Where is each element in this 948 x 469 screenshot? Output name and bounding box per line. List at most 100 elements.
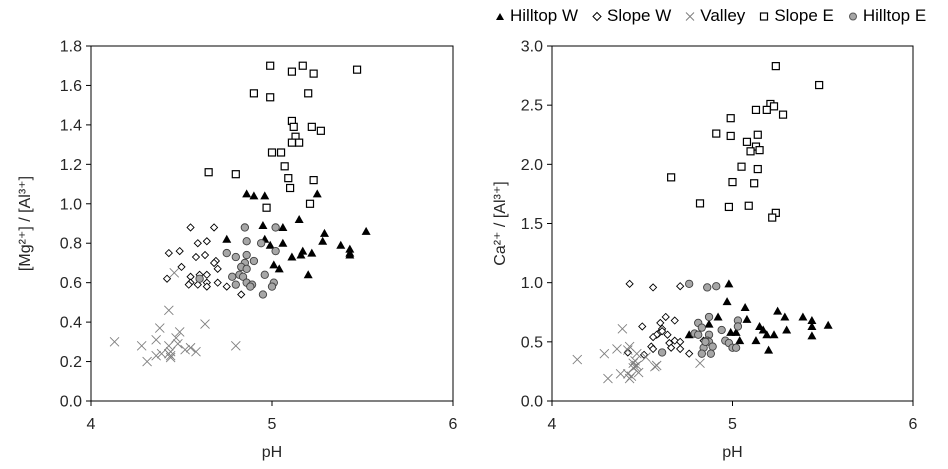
data-point-square: [280, 162, 289, 171]
data-point-diamond: [193, 239, 202, 248]
x-tick-label: 5: [268, 416, 277, 433]
data-point-triangle: [312, 189, 322, 198]
chart-legend: Hilltop W Slope W Valley Slope E Hilltop…: [494, 6, 939, 26]
data-point-circle: [238, 272, 248, 281]
data-point-circle: [694, 330, 703, 339]
y-tick-label: 0.8: [60, 236, 82, 253]
data-point-triangle: [249, 191, 259, 200]
data-point-cross: [695, 358, 705, 368]
data-point-triangle: [758, 325, 768, 334]
data-point-circle: [242, 237, 251, 246]
data-point-triangle: [274, 264, 284, 273]
data-point-diamond: [656, 318, 665, 328]
data-point-triangle: [296, 250, 306, 259]
data-point-diamond: [676, 344, 685, 354]
square-open-icon: [760, 12, 769, 21]
data-point-square: [815, 80, 824, 90]
data-point-diamond: [175, 246, 184, 256]
data-point-square: [289, 122, 298, 131]
data-point-cross: [633, 367, 644, 378]
data-point-diamond: [657, 327, 667, 336]
data-point-square: [728, 177, 737, 187]
data-point-square: [667, 173, 676, 182]
data-point-cross: [151, 350, 161, 361]
data-point-triangle: [722, 297, 732, 306]
data-point-circle: [231, 252, 240, 262]
data-point-triangle: [713, 312, 723, 321]
data-point-circle: [231, 280, 240, 289]
data-point-diamond: [237, 290, 246, 299]
data-point-circle: [258, 290, 268, 299]
data-point-cross: [615, 368, 626, 379]
data-point-square: [298, 61, 307, 70]
y-tick-label: 1.6: [60, 78, 82, 95]
data-point-square: [295, 138, 304, 147]
data-point-square: [287, 67, 297, 76]
data-point-triangle: [260, 191, 270, 200]
data-point-triangle: [807, 316, 817, 325]
data-point-triangle: [265, 240, 275, 249]
y-tick-label: 0.6: [60, 275, 82, 292]
legend-label: Slope E: [774, 6, 834, 25]
data-point-cross: [599, 348, 610, 359]
data-point-square: [266, 61, 275, 70]
data-point-triangle: [782, 325, 792, 334]
y-tick-label: 0.2: [60, 354, 82, 371]
data-point-triangle: [751, 336, 761, 345]
data-point-diamond: [685, 349, 694, 358]
data-point-square: [753, 130, 762, 139]
data-point-circle: [222, 248, 231, 258]
data-point-circle: [703, 283, 712, 292]
data-point-square: [742, 137, 752, 146]
data-point-square: [305, 199, 315, 208]
data-point-diamond: [625, 279, 634, 288]
data-point-square: [307, 122, 316, 131]
data-point-square: [287, 138, 297, 147]
data-point-cross: [136, 340, 147, 351]
data-point-circle: [240, 223, 250, 232]
data-point-square: [737, 162, 746, 171]
y-tick-label: 1.4: [60, 117, 82, 134]
data-point-cross: [650, 361, 660, 372]
series-slope-e: [667, 62, 824, 222]
data-point-diamond: [638, 322, 647, 331]
data-point-circle: [246, 282, 255, 291]
data-point-cross: [230, 340, 241, 351]
series-slope-e: [204, 61, 362, 212]
data-point-triangle: [769, 330, 779, 339]
data-point-circle: [697, 323, 706, 332]
y-axis-label: Ca²⁺ / [Al³⁺]: [492, 181, 509, 265]
data-point-square: [284, 174, 293, 183]
data-point-cross: [109, 337, 120, 347]
y-tick-label: 1.0: [60, 196, 82, 213]
data-point-circle: [242, 250, 251, 260]
x-axis-label: pH: [262, 444, 282, 461]
data-point-cross: [164, 305, 174, 316]
data-point-diamond: [648, 344, 658, 354]
data-point-triangle: [780, 312, 790, 321]
x-tick-label: 5: [728, 416, 737, 433]
data-point-cross: [164, 340, 174, 351]
data-point-square: [267, 148, 277, 157]
legend-item-hilltop-e: Hilltop E: [847, 6, 926, 26]
data-point-square: [750, 179, 759, 188]
data-point-triangle: [731, 327, 741, 336]
data-point-square: [769, 102, 779, 111]
ca-al-plot: 0.0 0.5 1.0 1.5 2.0 2.5 3.0 4 5 6 pH Ca²⁺ / [Al³⁺]: [492, 39, 918, 462]
data-point-square: [712, 129, 721, 138]
data-point-diamond: [200, 250, 210, 260]
data-point-cross: [572, 354, 583, 365]
data-point-cross: [612, 344, 622, 354]
data-point-cross: [200, 319, 210, 329]
data-point-diamond: [213, 264, 222, 273]
data-point-square: [304, 89, 313, 98]
data-point-square: [724, 202, 733, 212]
data-point-square: [262, 203, 271, 212]
series-slope-w: [162, 223, 246, 299]
data-point-circle: [260, 270, 269, 279]
data-point-square: [316, 126, 325, 135]
data-point-circle: [706, 349, 715, 358]
y-tick-label: 2.0: [521, 157, 543, 174]
data-point-cross: [156, 348, 167, 359]
